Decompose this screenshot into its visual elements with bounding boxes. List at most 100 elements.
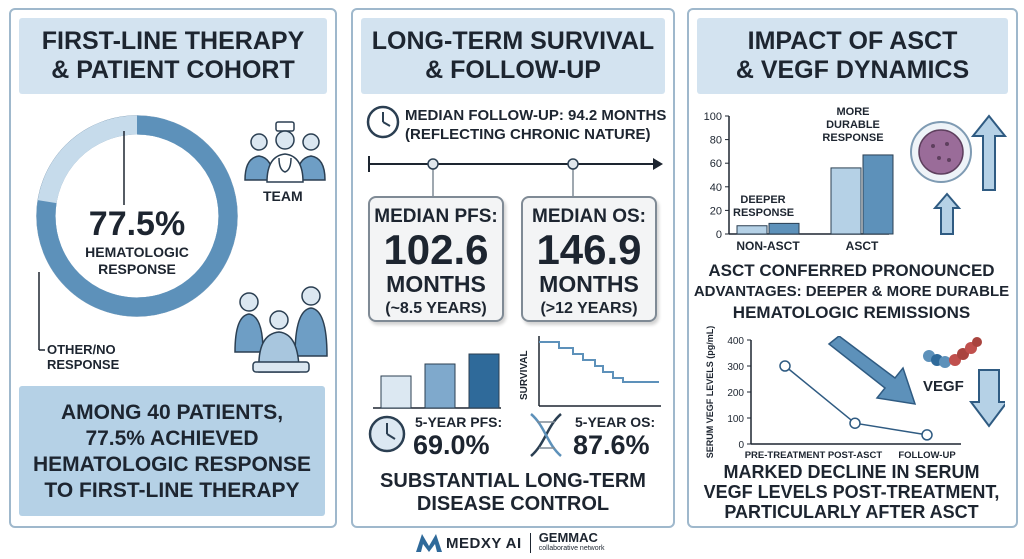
panel-asct-vegf: IMPACT OF ASCT & VEGF DYNAMICS 0 20 40 60 80… — [687, 8, 1018, 528]
x-tick-label: FOLLOW-UP — [898, 450, 956, 461]
y-axis-label: SERUM VEGF LEVELS (pg/mL) — [705, 326, 715, 458]
bar-graphic-icon — [373, 353, 501, 409]
survival-curve-icon: SURVIVAL — [519, 336, 661, 407]
brand-gemmac-name: GEMMAC — [538, 530, 598, 545]
asct-text: ASCT CONFERRED PRONOUNCED ADVANTAGES: DE… — [693, 260, 1010, 323]
cell-increase-icon — [910, 114, 1008, 235]
survival-footer: SUBSTANTIAL LONG-TERM DISEASE CONTROL — [361, 470, 665, 516]
durable-label-line: DURABLE — [826, 119, 880, 131]
dna-icon — [530, 413, 562, 457]
bar — [862, 154, 894, 235]
timeline-marker — [427, 158, 439, 170]
card-unit: MONTHS — [539, 271, 639, 297]
brand-divider — [529, 533, 531, 553]
y-tick-label: 200 — [727, 388, 744, 399]
y-tick-label: 80 — [710, 135, 722, 147]
median-os-card: MEDIAN OS: 146.9 MONTHS (>12 YEARS) — [521, 196, 657, 322]
x-tick-label: ASCT — [846, 239, 879, 253]
clock-icon — [368, 415, 406, 453]
summary-line: HEMATOLOGIC RESPONSE — [32, 453, 312, 476]
y-tick-label: 400 — [727, 336, 744, 347]
summary-line: 77.5% ACHIEVED — [85, 427, 259, 450]
title-line: & FOLLOW-UP — [425, 56, 601, 84]
y-tick-label: 100 — [727, 414, 744, 425]
y-tick-label: 300 — [727, 362, 744, 373]
panel-title: LONG-TERM SURVIVAL & FOLLOW-UP — [361, 18, 665, 94]
os5-label: 5-YEAR OS: — [575, 414, 656, 430]
other-label-line: RESPONSE — [47, 357, 120, 372]
asct-bar-chart: 0 20 40 60 80 100 NON-ASCT ASCT — [704, 111, 894, 253]
y-tick-label: 0 — [738, 440, 744, 451]
followup-line: (REFLECTING CHRONIC NATURE) — [405, 126, 651, 143]
bar — [736, 225, 768, 235]
footer-logos: MEDXY AI GEMMAC collaborative network — [416, 531, 604, 555]
survival-axis-label: SURVIVAL — [519, 350, 530, 400]
durable-label-line: MORE — [836, 106, 870, 118]
y-tick-label: 20 — [710, 205, 722, 217]
title-line: LONG-TERM SURVIVAL — [371, 27, 655, 55]
summary-line: AMONG 40 PATIENTS, — [60, 401, 284, 424]
footer-line: SUBSTANTIAL LONG-TERM — [380, 470, 646, 492]
brand-medxy: MEDXY AI — [446, 534, 522, 552]
asct-text-line: HEMATOLOGIC REMISSIONS — [732, 303, 971, 322]
title-line: IMPACT OF ASCT — [747, 27, 958, 55]
bar — [768, 222, 800, 235]
card-value: 146.9 — [536, 226, 642, 273]
data-point — [921, 429, 933, 441]
vegf-text-line: PARTICULARLY AFTER ASCT — [724, 502, 979, 522]
panel-title: IMPACT OF ASCT & VEGF DYNAMICS — [697, 18, 1008, 94]
brand-gemmac: GEMMAC collaborative network — [538, 530, 605, 554]
card-label: MEDIAN PFS: — [374, 206, 498, 227]
other-label: OTHER/NO RESPONSE — [47, 342, 119, 372]
median-pfs-card: MEDIAN PFS: 102.6 MONTHS (~8.5 YEARS) — [368, 196, 504, 322]
cohort-summary: AMONG 40 PATIENTS, 77.5% ACHIEVED HEMATO… — [19, 386, 325, 516]
vegf-text-line: VEGF LEVELS POST-TREATMENT, — [703, 482, 1000, 502]
x-tick-label: PRE-TREATMENT — [745, 450, 826, 461]
summary-line: TO FIRST-LINE THERAPY — [44, 479, 300, 502]
timeline-marker — [567, 158, 579, 170]
asct-text-line: ASCT CONFERRED PRONOUNCED — [708, 261, 995, 280]
donut-label: HEMATOLOGIC RESPONSE — [67, 244, 207, 278]
pfs5-label: 5-YEAR PFS: — [415, 414, 503, 430]
panel-title: FIRST-LINE THERAPY & PATIENT COHORT — [19, 18, 327, 94]
other-label-line: OTHER/NO — [47, 342, 116, 357]
card-value: 102.6 — [383, 226, 489, 273]
medxy-logo-icon — [416, 534, 442, 552]
followup-text: MEDIAN FOLLOW-UP: 94.2 MONTHS (REFLECTIN… — [405, 106, 666, 144]
decline-arrow-icon — [827, 336, 917, 405]
x-tick-label: POST-ASCT — [828, 450, 883, 461]
patient-group-icon — [234, 286, 328, 373]
os5-value: 87.6% — [573, 430, 650, 460]
donut-response-segment — [36, 115, 238, 317]
card-note: (~8.5 YEARS) — [385, 300, 487, 317]
donut-label-line: RESPONSE — [98, 261, 176, 277]
x-tick-label: NON-ASCT — [736, 239, 800, 253]
clock-icon — [366, 105, 400, 139]
durable-label-line: RESPONSE — [822, 132, 884, 144]
title-line: FIRST-LINE THERAPY — [41, 27, 305, 55]
data-point — [849, 417, 861, 429]
title-line: & PATIENT COHORT — [51, 56, 295, 84]
footer-line: DISEASE CONTROL — [416, 493, 610, 515]
bar — [830, 167, 862, 235]
data-point — [779, 360, 791, 372]
y-tick-label: 100 — [704, 111, 722, 123]
asct-text-line: ADVANTAGES: DEEPER & MORE DURABLE — [693, 283, 1010, 300]
vegf-label: VEGF — [923, 378, 964, 395]
y-tick-label: 60 — [710, 158, 722, 170]
deeper-response-label: DEEPER RESPONSE — [733, 194, 795, 220]
y-tick-label: 40 — [710, 182, 722, 194]
card-note: (>12 YEARS) — [540, 300, 638, 317]
donut-value: 77.5% — [88, 205, 186, 243]
panel-therapy-cohort: FIRST-LINE THERAPY & PATIENT COHORT 77.5… — [9, 8, 337, 528]
deeper-label-line: RESPONSE — [733, 207, 795, 219]
pfs5-value: 69.0% — [413, 430, 490, 460]
card-unit: MONTHS — [386, 271, 486, 297]
vegf-text-line: MARKED DECLINE IN SERUM — [723, 462, 980, 482]
deeper-label-line: DEEPER — [740, 194, 786, 206]
y-tick-label: 0 — [716, 229, 722, 241]
durable-response-label: MORE DURABLE RESPONSE — [813, 106, 893, 145]
vegf-line-chart: 0 100 200 300 400 SERUM VEGF LEVELS (pg/mL) PR… — [705, 326, 961, 461]
card-label: MEDIAN OS: — [532, 206, 646, 227]
donut-chart — [36, 115, 238, 351]
